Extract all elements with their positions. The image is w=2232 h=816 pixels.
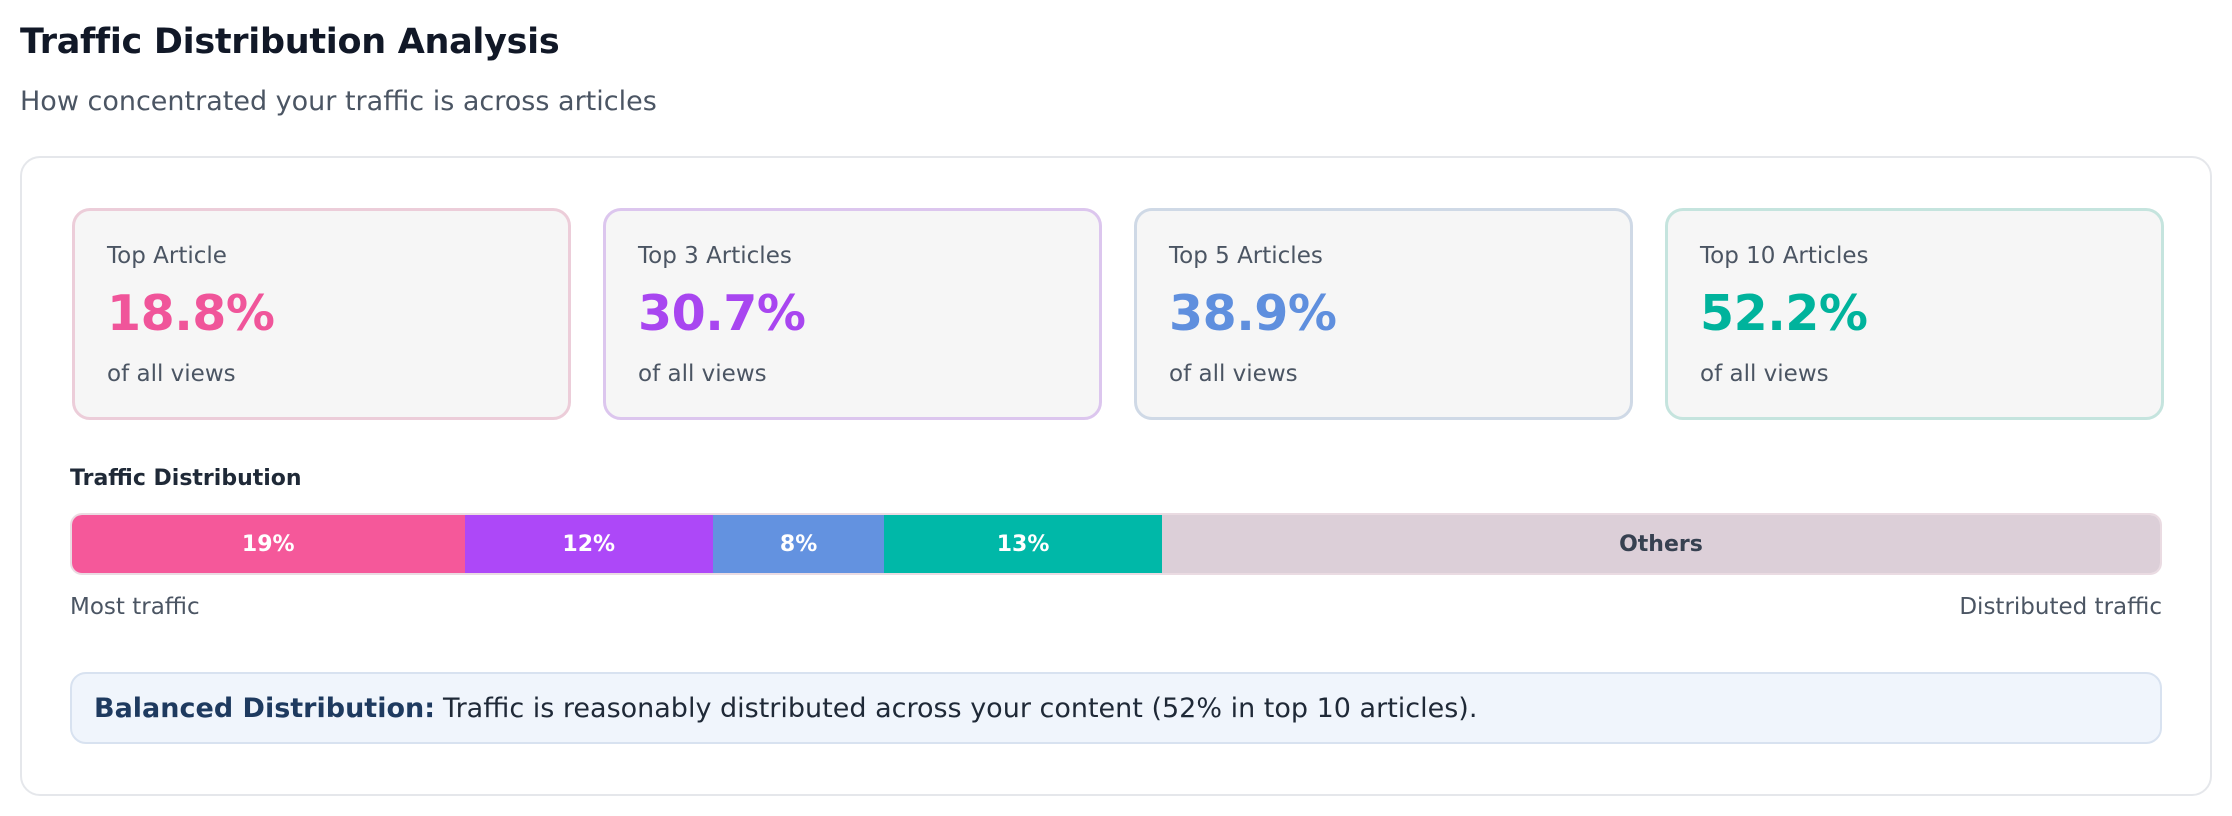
segment-others: Others <box>1161 515 2160 573</box>
card-sub: of all views <box>107 361 236 387</box>
callout-title: Balanced Distribution: <box>94 692 436 724</box>
card-top-3-articles: Top 3 Articles 30.7% of all views <box>603 208 1102 420</box>
card-value: 52.2% <box>1700 285 1868 342</box>
card-sub: of all views <box>638 361 767 387</box>
segment-top-article: 19% <box>72 515 465 573</box>
card-top-article: Top Article 18.8% of all views <box>72 208 571 420</box>
distribution-heading: Traffic Distribution <box>70 466 302 491</box>
segment-articles-2-3: 12% <box>464 515 713 573</box>
page-title: Traffic Distribution Analysis <box>20 22 560 62</box>
card-top-10-articles: Top 10 Articles 52.2% of all views <box>1665 208 2164 420</box>
segment-articles-4-5: 8% <box>713 515 885 573</box>
most-traffic-label: Most traffic <box>70 594 200 620</box>
distributed-traffic-label: Distributed traffic <box>1959 594 2162 620</box>
callout-text: Traffic is reasonably distributed across… <box>443 692 1478 724</box>
distribution-callout: Balanced Distribution: Traffic is reason… <box>70 672 2162 744</box>
card-label: Top 3 Articles <box>638 243 792 269</box>
card-top-5-articles: Top 5 Articles 38.9% of all views <box>1134 208 1633 420</box>
distribution-bar: 19% 12% 8% 13% Others <box>70 513 2162 575</box>
card-value: 30.7% <box>638 285 806 342</box>
card-sub: of all views <box>1169 361 1298 387</box>
page-subtitle: How concentrated your traffic is across … <box>20 86 657 117</box>
card-label: Top 10 Articles <box>1700 243 1869 269</box>
summary-cards: Top Article 18.8% of all views Top 3 Art… <box>72 208 2164 420</box>
card-label: Top Article <box>107 243 227 269</box>
card-label: Top 5 Articles <box>1169 243 1323 269</box>
card-sub: of all views <box>1700 361 1829 387</box>
card-value: 38.9% <box>1169 285 1337 342</box>
segment-articles-6-10: 13% <box>884 515 1162 573</box>
card-value: 18.8% <box>107 285 275 342</box>
